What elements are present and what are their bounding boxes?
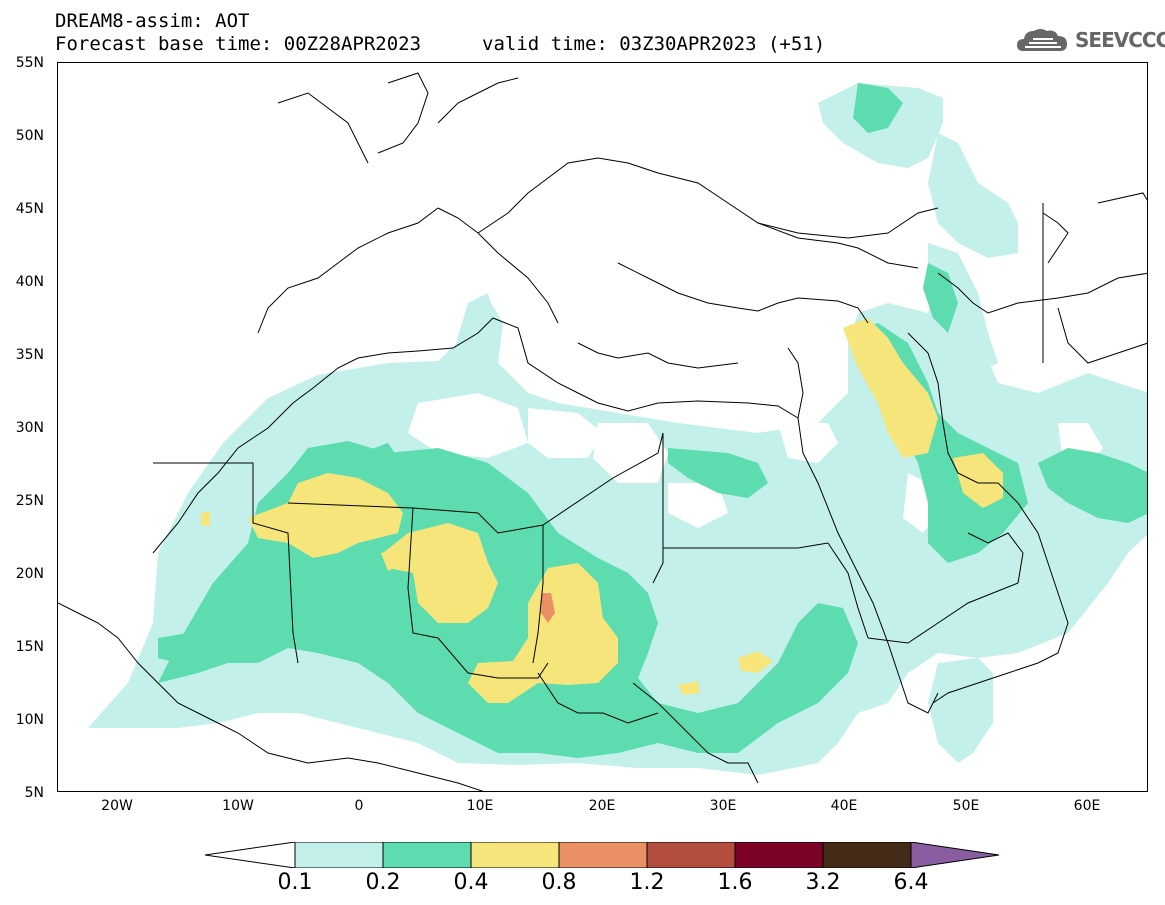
logo-text: SEEVCCC [1075,28,1165,52]
lon-label-20e: 20E [588,798,616,814]
lon-label-20w: 20W [101,798,133,814]
colorbar-low-arrow [204,841,296,869]
lon-label-60e: 60E [1073,798,1101,814]
colorbar-label-6.4: 6.4 [893,870,929,895]
colorbar-label-3.2: 3.2 [805,870,841,895]
lat-label-5n: 5N [24,785,44,801]
lat-label-15n: 15N [15,639,44,655]
lon-label-50e: 50E [952,798,980,814]
colorbar-label-0.1: 0.1 [277,870,313,895]
lat-label-50n: 50N [15,128,44,144]
colorbar [204,841,1000,869]
lat-label-30n: 30N [15,420,44,436]
colorbar-bin-6 [734,841,824,869]
coastlines-borders [58,72,1147,791]
colorbar-svg [204,841,1000,869]
lat-label-10n: 10N [15,712,44,728]
cloud-logo-icon [1017,29,1067,51]
colorbar-bin-1 [294,841,384,869]
lat-label-25n: 25N [15,493,44,509]
colorbar-label-0.4: 0.4 [453,870,489,895]
forecast-base-time: Forecast base time: 00Z28APR2023 [55,33,422,55]
aot-contour-0.4 [201,318,1003,703]
lat-label-40n: 40N [15,274,44,290]
aot-map-panel [57,62,1148,792]
aot-contour-0.8 [541,593,555,623]
lat-label-35n: 35N [15,347,44,363]
colorbar-label-1.6: 1.6 [717,870,753,895]
lat-label-55n: 55N [15,55,44,71]
colorbar-bin-2 [382,841,472,869]
lon-label-0: 0 [354,798,364,814]
colorbar-high-arrow [910,841,1000,869]
colorbar-bin-4 [558,841,648,869]
lat-label-45n: 45N [15,201,44,217]
lat-label-20n: 20N [15,566,44,582]
chart-title: DREAM8-assim: AOT [55,10,250,32]
colorbar-bin-7 [822,841,912,869]
colorbar-bin-5 [646,841,736,869]
colorbar-label-1.2: 1.2 [629,870,665,895]
lon-label-10e: 10E [466,798,494,814]
aot-map [58,72,1147,791]
lon-label-30e: 30E [709,798,737,814]
seevccc-logo: SEEVCCC [1015,24,1165,56]
lon-label-40e: 40E [830,798,858,814]
valid-time: valid time: 03Z30APR2023 (+51) [482,33,826,55]
colorbar-bin-3 [470,841,560,869]
colorbar-label-0.8: 0.8 [541,870,577,895]
lon-label-10w: 10W [222,798,254,814]
colorbar-label-0.2: 0.2 [365,870,401,895]
